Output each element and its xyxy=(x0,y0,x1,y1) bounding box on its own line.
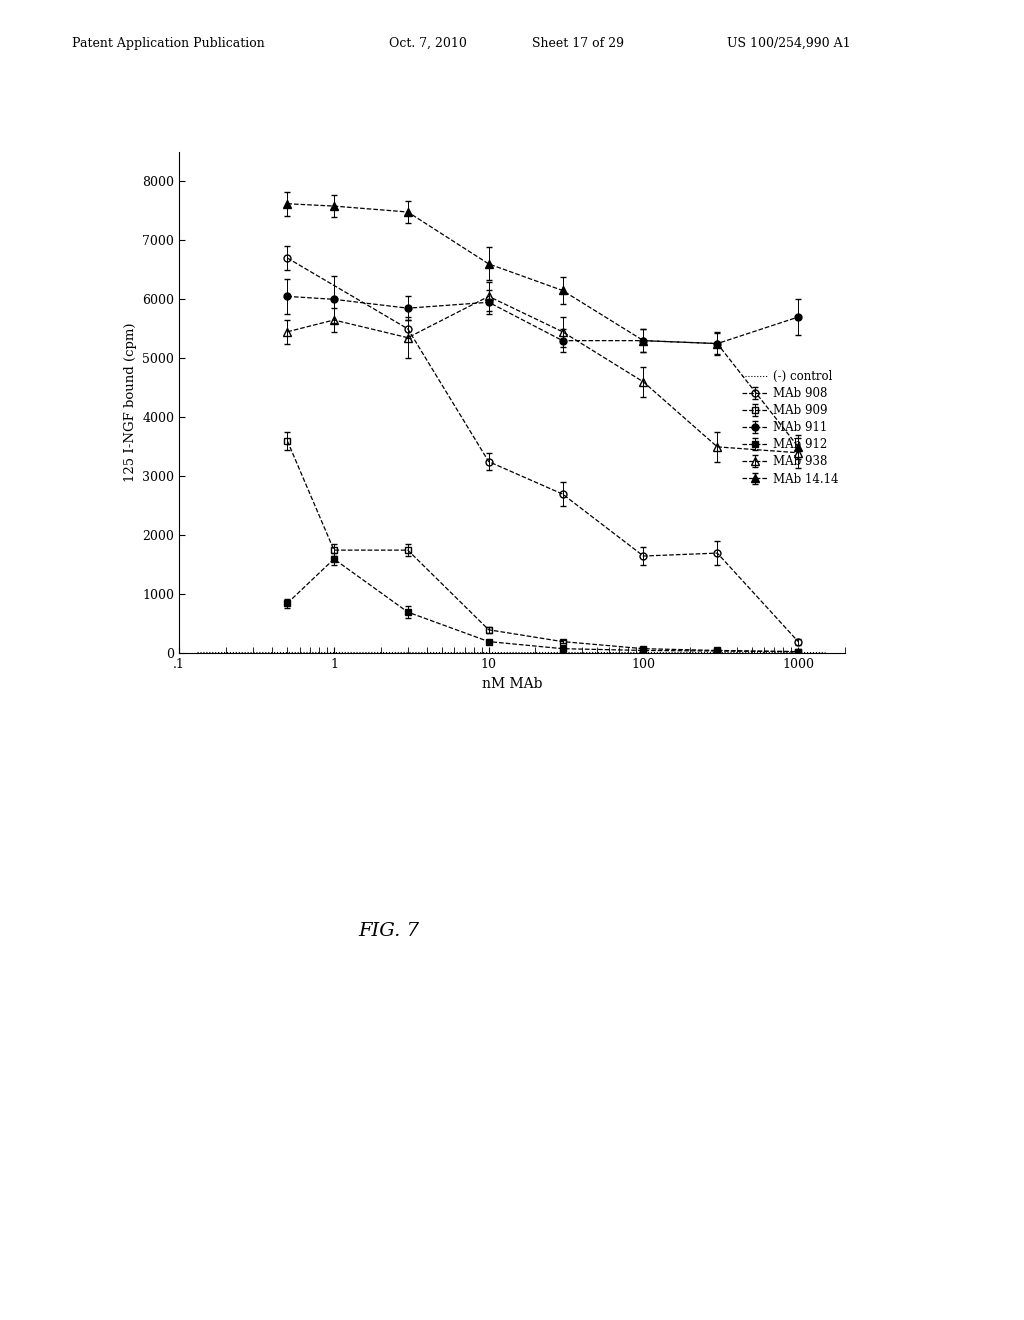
Text: FIG. 7: FIG. 7 xyxy=(358,921,420,940)
Y-axis label: 125 I-NGF bound (cpm): 125 I-NGF bound (cpm) xyxy=(124,323,137,482)
Text: Oct. 7, 2010: Oct. 7, 2010 xyxy=(389,37,467,50)
(-) control xyxy=(819,644,831,660)
X-axis label: nM MAb: nM MAb xyxy=(481,677,543,690)
Text: Patent Application Publication: Patent Application Publication xyxy=(72,37,264,50)
Legend: (-) control, MAb 908, MAb 909, MAb 911, MAb 912, MAb 938, MAb 14.14: (-) control, MAb 908, MAb 909, MAb 911, … xyxy=(741,370,839,486)
Text: Sheet 17 of 29: Sheet 17 of 29 xyxy=(532,37,625,50)
Text: US 100/254,990 A1: US 100/254,990 A1 xyxy=(727,37,851,50)
(-) control xyxy=(190,644,203,660)
